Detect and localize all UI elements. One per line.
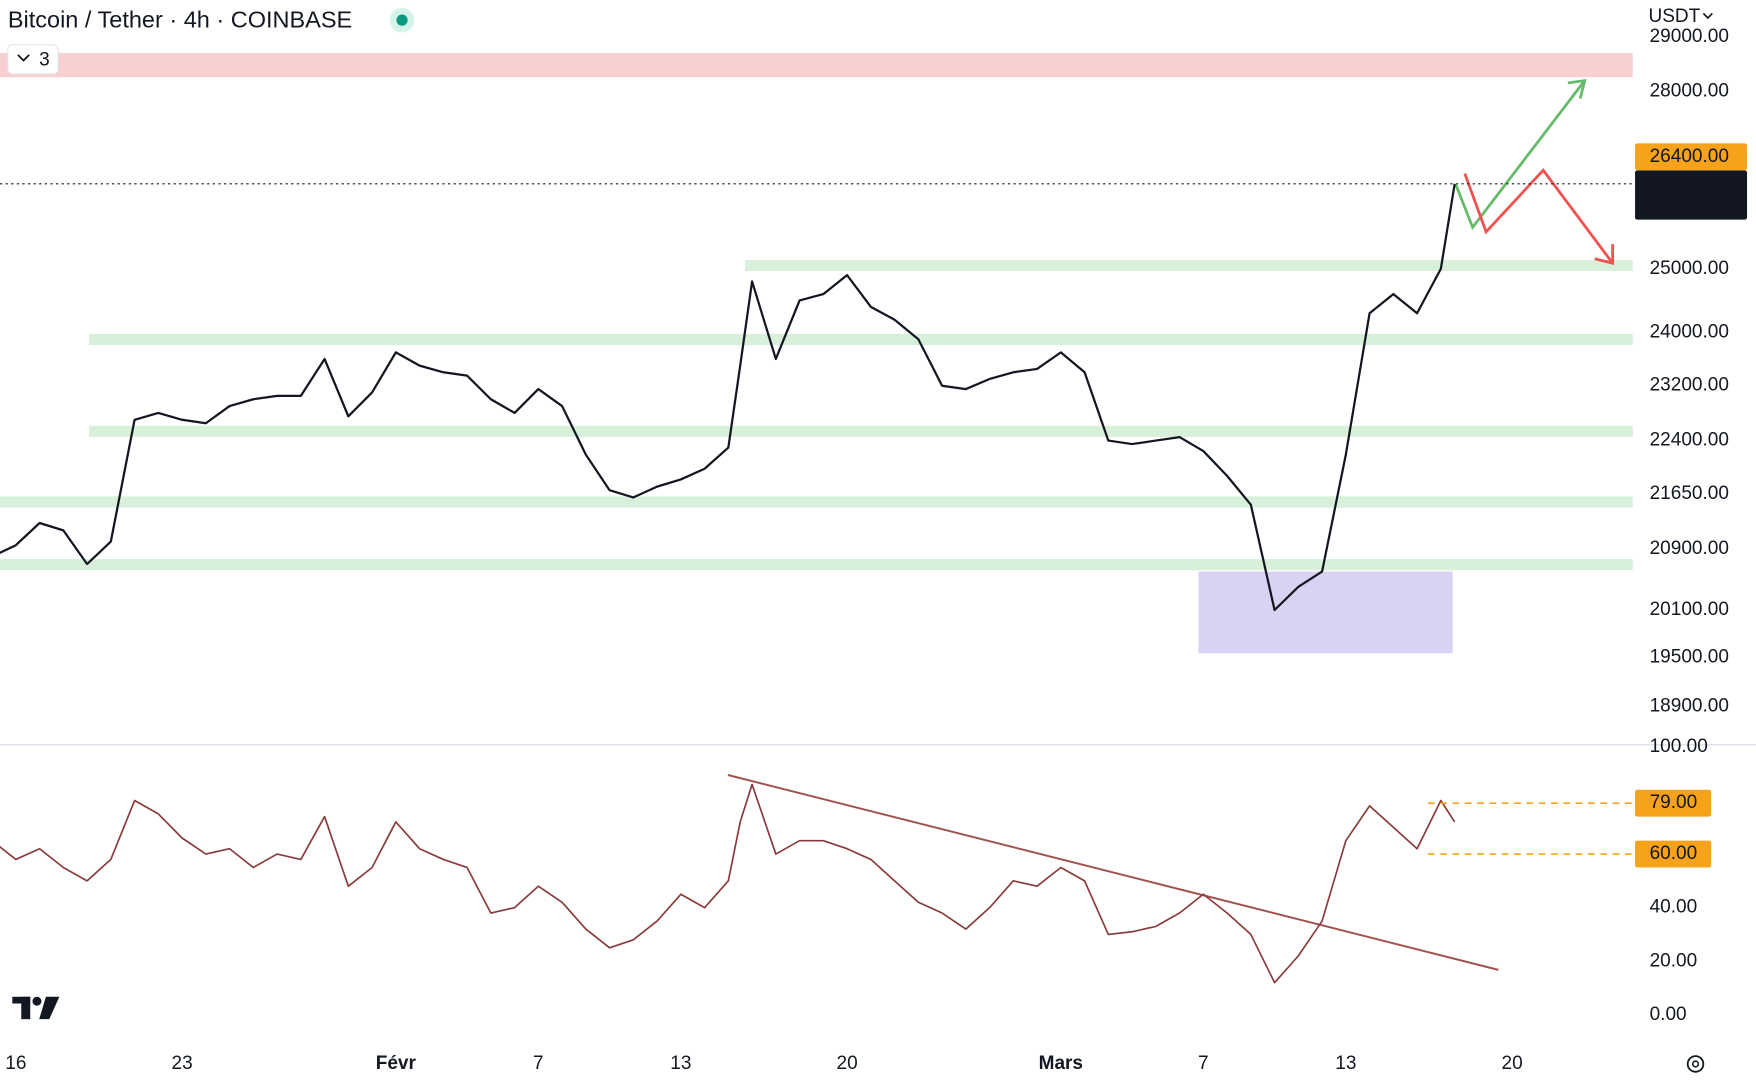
price-zone xyxy=(0,53,1633,78)
price-zone xyxy=(89,333,1633,346)
symbol-title: Bitcoin / Tether · 4h · COINBASE xyxy=(8,6,352,32)
logo-part xyxy=(21,996,31,1020)
plot-layer: 29000.0028000.0025000.0024000.0023200.00… xyxy=(0,26,1748,1074)
gear-ring xyxy=(1686,1055,1705,1073)
price-zone xyxy=(0,559,1633,571)
tv-logo xyxy=(12,996,60,1020)
series-line xyxy=(0,183,1456,612)
y-tick-label: 21650.00 xyxy=(1650,483,1729,504)
logo-part xyxy=(32,996,42,1006)
price-zone xyxy=(745,259,1633,272)
x-tick-label: 13 xyxy=(670,1053,691,1074)
bullish-arrow xyxy=(1454,79,1586,231)
level-label: 60.00 xyxy=(1650,843,1698,864)
last-price-label: 26396.98 xyxy=(1650,173,1729,194)
last-price-box xyxy=(1635,170,1748,220)
price-zone xyxy=(89,425,1633,437)
level-label: 79.00 xyxy=(1650,792,1698,813)
x-tick-label: 13 xyxy=(1335,1053,1356,1074)
level-label-box xyxy=(1635,840,1712,868)
zones-layer xyxy=(0,53,1633,654)
y-tick-label: 40.00 xyxy=(1650,897,1698,918)
y-tick-label: 20900.00 xyxy=(1650,538,1729,559)
x-tick-label: 20 xyxy=(1502,1053,1523,1074)
x-tick-label: 20 xyxy=(837,1053,858,1074)
y-tick-label: 100.00 xyxy=(1650,736,1708,757)
gear-center xyxy=(1691,1060,1700,1068)
x-tick-label: Févr xyxy=(376,1053,417,1074)
price-zone xyxy=(1198,571,1453,654)
high-price-box xyxy=(1635,143,1748,171)
bullish-arrow-head xyxy=(1567,78,1587,99)
bearish-arrow-head xyxy=(1594,244,1615,265)
price-zone xyxy=(0,496,1633,508)
rsi-trendline xyxy=(727,774,1499,971)
y-tick-label: 20.00 xyxy=(1650,950,1698,971)
currency-chevron xyxy=(1702,12,1713,20)
y-tick-label: 23200.00 xyxy=(1650,375,1729,396)
chevron-icon xyxy=(17,54,30,62)
status-dot xyxy=(396,14,408,26)
series-line xyxy=(0,783,1456,984)
indicator-count[interactable]: 3 xyxy=(39,50,50,71)
y-tick-label: 28000.00 xyxy=(1650,81,1729,102)
bearish-arrow xyxy=(1463,168,1614,265)
x-tick-label: 23 xyxy=(172,1053,193,1074)
x-tick-label: 7 xyxy=(533,1053,544,1074)
y-tick-label: 20100.00 xyxy=(1650,599,1729,620)
y-tick-label: 24000.00 xyxy=(1650,322,1729,343)
currency-selector[interactable]: USDT xyxy=(1648,6,1700,27)
x-tick-label: Mars xyxy=(1039,1053,1083,1074)
settings-icon[interactable] xyxy=(1686,1055,1705,1073)
level-label-box xyxy=(1635,789,1712,817)
y-tick-label: 22400.00 xyxy=(1650,430,1729,451)
high-price-label: 26400.00 xyxy=(1650,146,1729,167)
x-tick-label: 16 xyxy=(5,1053,26,1074)
x-tick-label: 7 xyxy=(1198,1053,1209,1074)
indicator-toggle[interactable] xyxy=(7,44,59,75)
y-tick-label: 19500.00 xyxy=(1650,646,1729,667)
y-tick-label: 25000.00 xyxy=(1650,258,1729,279)
y-tick-label: 29000.00 xyxy=(1650,26,1729,47)
y-tick-label: 0.00 xyxy=(1650,1004,1687,1025)
logo-part xyxy=(39,996,60,1020)
y-tick-label: 18900.00 xyxy=(1650,695,1729,716)
countdown-label: 03:18:10 xyxy=(1650,195,1724,216)
